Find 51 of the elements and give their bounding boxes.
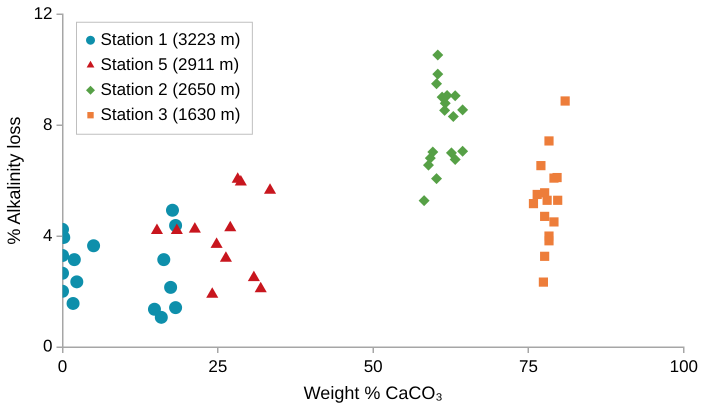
point — [432, 68, 444, 80]
point — [544, 236, 554, 246]
point — [422, 160, 434, 171]
legend-label: Station 3 (1630 m) — [100, 104, 240, 124]
y-tick-label: 4 — [43, 226, 53, 245]
point — [154, 310, 168, 324]
point — [553, 196, 562, 205]
point — [538, 278, 548, 287]
point — [157, 253, 170, 266]
x-tick-label: 100 — [670, 356, 698, 376]
y-tick-label: 0 — [43, 336, 53, 356]
point — [66, 296, 80, 310]
point — [549, 217, 559, 227]
y-tick-label: 8 — [43, 114, 53, 134]
point — [450, 154, 461, 166]
point — [164, 280, 178, 294]
point — [432, 49, 444, 60]
point — [457, 104, 468, 116]
point — [431, 78, 442, 90]
point — [560, 96, 570, 106]
point — [70, 275, 84, 288]
legend-label: Station 1 (3223 m) — [100, 30, 240, 49]
point — [544, 136, 554, 146]
point — [450, 90, 461, 102]
point — [540, 212, 550, 221]
y-tick-label: 12 — [34, 4, 53, 23]
legend-label: Station 2 (2650 m) — [100, 80, 240, 99]
y-axis-title: % Alkalinity loss — [4, 116, 24, 245]
point — [540, 252, 550, 261]
x-tick-label: 0 — [58, 356, 68, 376]
point — [446, 147, 457, 158]
point — [542, 196, 552, 205]
x-tick-label: 75 — [519, 356, 538, 376]
x-tick-label: 50 — [364, 356, 383, 376]
point — [457, 146, 468, 157]
point — [87, 239, 100, 252]
point — [150, 224, 164, 234]
point — [431, 173, 442, 184]
point — [418, 195, 430, 206]
point — [68, 253, 81, 266]
point — [170, 224, 183, 234]
point — [166, 204, 179, 217]
point — [552, 172, 562, 182]
point — [528, 199, 538, 208]
point — [448, 111, 459, 122]
legend-label: Station 5 (2911 m) — [100, 54, 240, 74]
point — [424, 152, 436, 164]
x-tick-label: 25 — [208, 356, 228, 376]
point — [536, 161, 546, 170]
x-axis-title: Weight % CaCO₃ — [304, 383, 443, 404]
point — [169, 301, 182, 314]
